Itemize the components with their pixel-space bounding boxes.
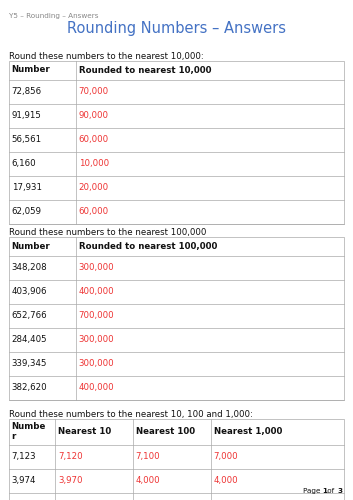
Text: 3: 3 bbox=[337, 488, 342, 494]
Text: 700,000: 700,000 bbox=[79, 311, 114, 320]
Text: 17,931: 17,931 bbox=[12, 183, 42, 192]
Bar bbox=[9, 60, 344, 224]
Text: 300,000: 300,000 bbox=[79, 359, 114, 368]
Text: 10,000: 10,000 bbox=[79, 159, 109, 168]
Text: 403,906: 403,906 bbox=[12, 287, 47, 296]
Text: Number: Number bbox=[12, 66, 50, 74]
Text: Page: Page bbox=[303, 488, 323, 494]
Text: Rounded to nearest 100,000: Rounded to nearest 100,000 bbox=[79, 242, 217, 250]
Text: 6,160: 6,160 bbox=[12, 159, 36, 168]
Text: 60,000: 60,000 bbox=[79, 207, 109, 216]
Text: 400,000: 400,000 bbox=[79, 383, 114, 392]
Text: Nearest 1,000: Nearest 1,000 bbox=[214, 427, 282, 436]
Text: 90,000: 90,000 bbox=[79, 111, 109, 120]
Text: Rounding Numbers – Answers: Rounding Numbers – Answers bbox=[67, 21, 286, 36]
Text: 60,000: 60,000 bbox=[79, 135, 109, 144]
Text: 284,405: 284,405 bbox=[12, 335, 47, 344]
Text: 400,000: 400,000 bbox=[79, 287, 114, 296]
Text: Round these numbers to the nearest 10,000:: Round these numbers to the nearest 10,00… bbox=[9, 52, 204, 60]
Text: Round these numbers to the nearest 10, 100 and 1,000:: Round these numbers to the nearest 10, 1… bbox=[9, 410, 253, 418]
Bar bbox=[9, 418, 344, 500]
Text: Numbe
r: Numbe r bbox=[12, 422, 46, 441]
Text: 1: 1 bbox=[322, 488, 327, 494]
Text: 3,974: 3,974 bbox=[12, 476, 36, 485]
Text: 7,100: 7,100 bbox=[136, 452, 160, 461]
Text: Nearest 100: Nearest 100 bbox=[136, 427, 195, 436]
Text: 4,000: 4,000 bbox=[214, 476, 238, 485]
Text: 339,345: 339,345 bbox=[12, 359, 47, 368]
Text: 348,208: 348,208 bbox=[12, 263, 47, 272]
Text: 70,000: 70,000 bbox=[79, 87, 109, 96]
Text: 4,000: 4,000 bbox=[136, 476, 160, 485]
Text: 7,123: 7,123 bbox=[12, 452, 36, 461]
Text: 56,561: 56,561 bbox=[12, 135, 42, 144]
Text: Y5 – Rounding – Answers: Y5 – Rounding – Answers bbox=[9, 13, 98, 19]
Text: Round these numbers to the nearest 100,000: Round these numbers to the nearest 100,0… bbox=[9, 228, 206, 236]
Text: Number: Number bbox=[12, 242, 50, 250]
Text: 62,059: 62,059 bbox=[12, 207, 42, 216]
Text: 7,120: 7,120 bbox=[58, 452, 83, 461]
Text: 72,856: 72,856 bbox=[12, 87, 42, 96]
Text: 3,970: 3,970 bbox=[58, 476, 83, 485]
Text: of: of bbox=[325, 488, 337, 494]
Text: Nearest 10: Nearest 10 bbox=[58, 427, 111, 436]
Text: 300,000: 300,000 bbox=[79, 335, 114, 344]
Text: 300,000: 300,000 bbox=[79, 263, 114, 272]
Bar bbox=[9, 236, 344, 400]
Text: 652,766: 652,766 bbox=[12, 311, 47, 320]
Text: 20,000: 20,000 bbox=[79, 183, 109, 192]
Text: Rounded to nearest 10,000: Rounded to nearest 10,000 bbox=[79, 66, 211, 74]
Text: 382,620: 382,620 bbox=[12, 383, 47, 392]
Text: 91,915: 91,915 bbox=[12, 111, 42, 120]
Text: 7,000: 7,000 bbox=[214, 452, 238, 461]
